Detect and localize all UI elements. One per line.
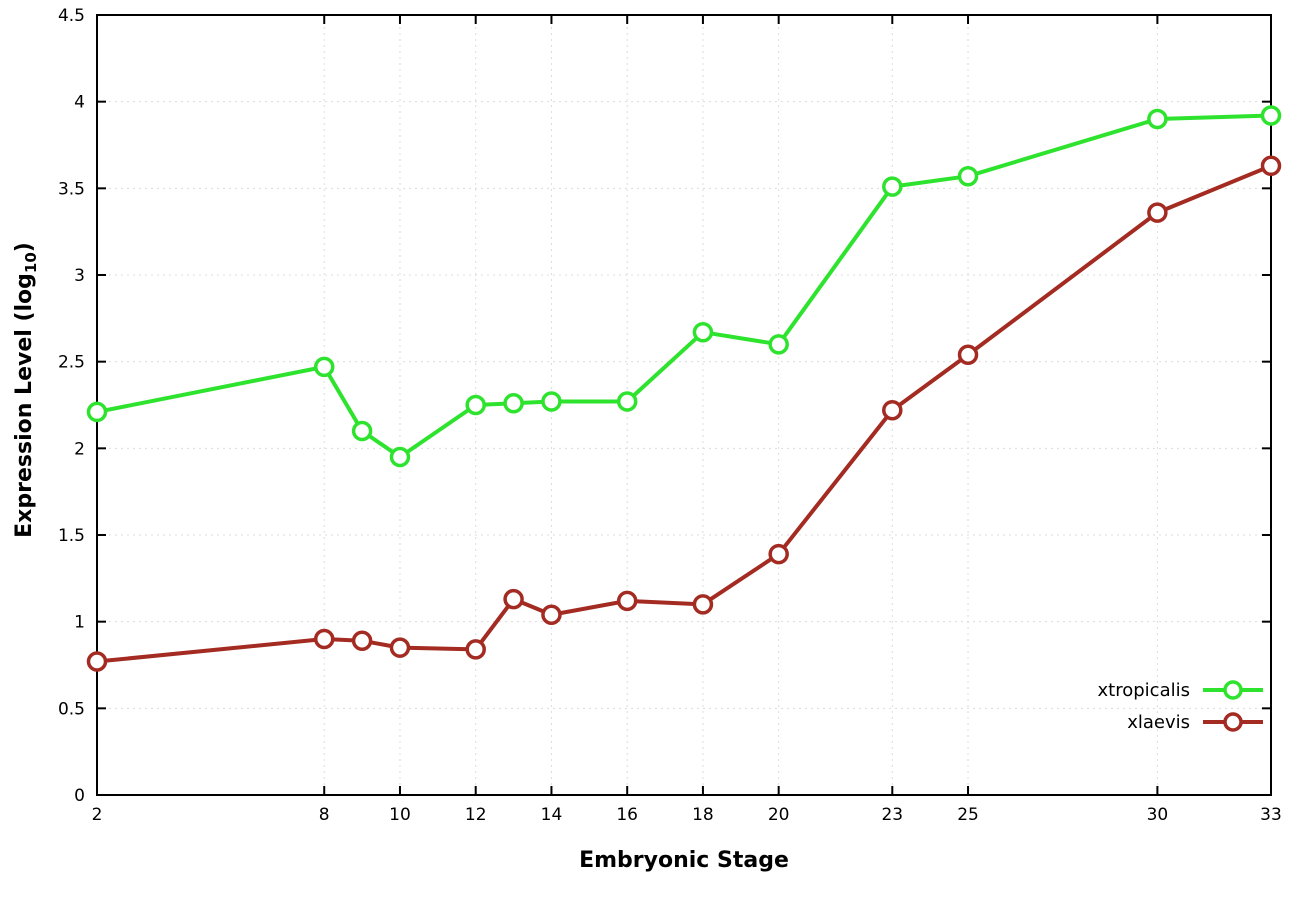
- y-axis-label-suffix: ): [11, 242, 37, 253]
- plot-border: [96, 14, 1272, 796]
- x-tick-label: 10: [389, 805, 411, 825]
- y-tick-label: 4: [74, 93, 85, 113]
- data-point-xtropicalis: [351, 420, 373, 442]
- data-point-xtropicalis: [1260, 105, 1282, 126]
- x-tick-label: 20: [768, 805, 790, 825]
- legend-swatch-xtropicalis-line-marker-icon: [1203, 680, 1263, 700]
- data-point-xlaevis: [768, 543, 789, 565]
- x-tick-label: 16: [616, 805, 638, 825]
- data-point-xlaevis: [616, 590, 638, 612]
- legend-label-xlaevis: xlaevis: [1127, 711, 1190, 733]
- y-tick-label: 0: [74, 786, 85, 806]
- y-tick-label: 1: [74, 613, 85, 633]
- data-point-xtropicalis: [1147, 108, 1168, 130]
- y-tick-label: 1.5: [58, 526, 85, 546]
- data-point-xtropicalis: [692, 321, 714, 343]
- legend-item-xlaevis: xlaevis: [1127, 710, 1266, 734]
- y-tick-label: 3: [74, 266, 85, 286]
- data-point-xtropicalis: [882, 176, 903, 197]
- data-point-xtropicalis: [503, 393, 524, 414]
- data-point-xlaevis: [465, 639, 486, 660]
- y-tick-label: 2: [74, 439, 85, 459]
- series-line-xlaevis: [95, 163, 1273, 664]
- y-tick-label: 2.5: [58, 353, 85, 373]
- y-axis-label: Expression Level (log10): [12, 242, 40, 538]
- data-point-xlaevis: [692, 594, 714, 615]
- x-tick-label: 2: [92, 805, 103, 825]
- x-tick-label: 23: [881, 805, 903, 825]
- series-line-xtropicalis: [95, 113, 1273, 459]
- x-tick-label: 8: [319, 805, 330, 825]
- data-point-xlaevis: [541, 604, 562, 625]
- data-point-xlaevis: [86, 651, 108, 672]
- data-point-xtropicalis: [541, 391, 562, 412]
- data-point-xlaevis: [1260, 155, 1282, 177]
- data-point-xlaevis: [313, 628, 335, 650]
- y-axis-label-subscript: 10: [22, 252, 41, 274]
- legend-label-xtropicalis: xtropicalis: [1097, 679, 1190, 701]
- data-point-xtropicalis: [313, 356, 335, 378]
- x-tick-label: 30: [1147, 805, 1169, 825]
- data-point-xlaevis: [351, 630, 373, 651]
- x-tick-label: 14: [541, 805, 563, 825]
- x-tick-label: 25: [957, 805, 979, 825]
- data-point-xtropicalis: [768, 334, 789, 355]
- y-tick-label: 3.5: [58, 179, 85, 199]
- data-point-xtropicalis: [389, 446, 411, 468]
- data-point-xlaevis: [957, 344, 979, 365]
- data-point-xlaevis: [389, 637, 411, 658]
- data-point-xlaevis: [1147, 202, 1168, 223]
- data-point-xtropicalis: [465, 394, 486, 416]
- data-point-xtropicalis: [86, 401, 108, 423]
- x-tick-label: 12: [465, 805, 487, 825]
- x-tick-label: 18: [692, 805, 714, 825]
- x-tick-label: 33: [1260, 805, 1282, 825]
- y-tick-label: 4.5: [58, 6, 85, 26]
- y-axis-label-text: Expression Level (log: [11, 273, 37, 538]
- data-point-xlaevis: [503, 588, 524, 610]
- legend-item-xtropicalis: xtropicalis: [1098, 678, 1266, 702]
- data-point-xlaevis: [882, 399, 903, 421]
- x-axis-label: Embryonic Stage: [579, 848, 789, 873]
- legend: xtropicalis xlaevis: [1098, 678, 1266, 734]
- legend-swatch-xlaevis-line-marker-icon: [1203, 712, 1263, 732]
- data-point-xtropicalis: [957, 165, 979, 187]
- y-tick-label: 0.5: [58, 699, 85, 719]
- data-point-xtropicalis: [616, 391, 638, 412]
